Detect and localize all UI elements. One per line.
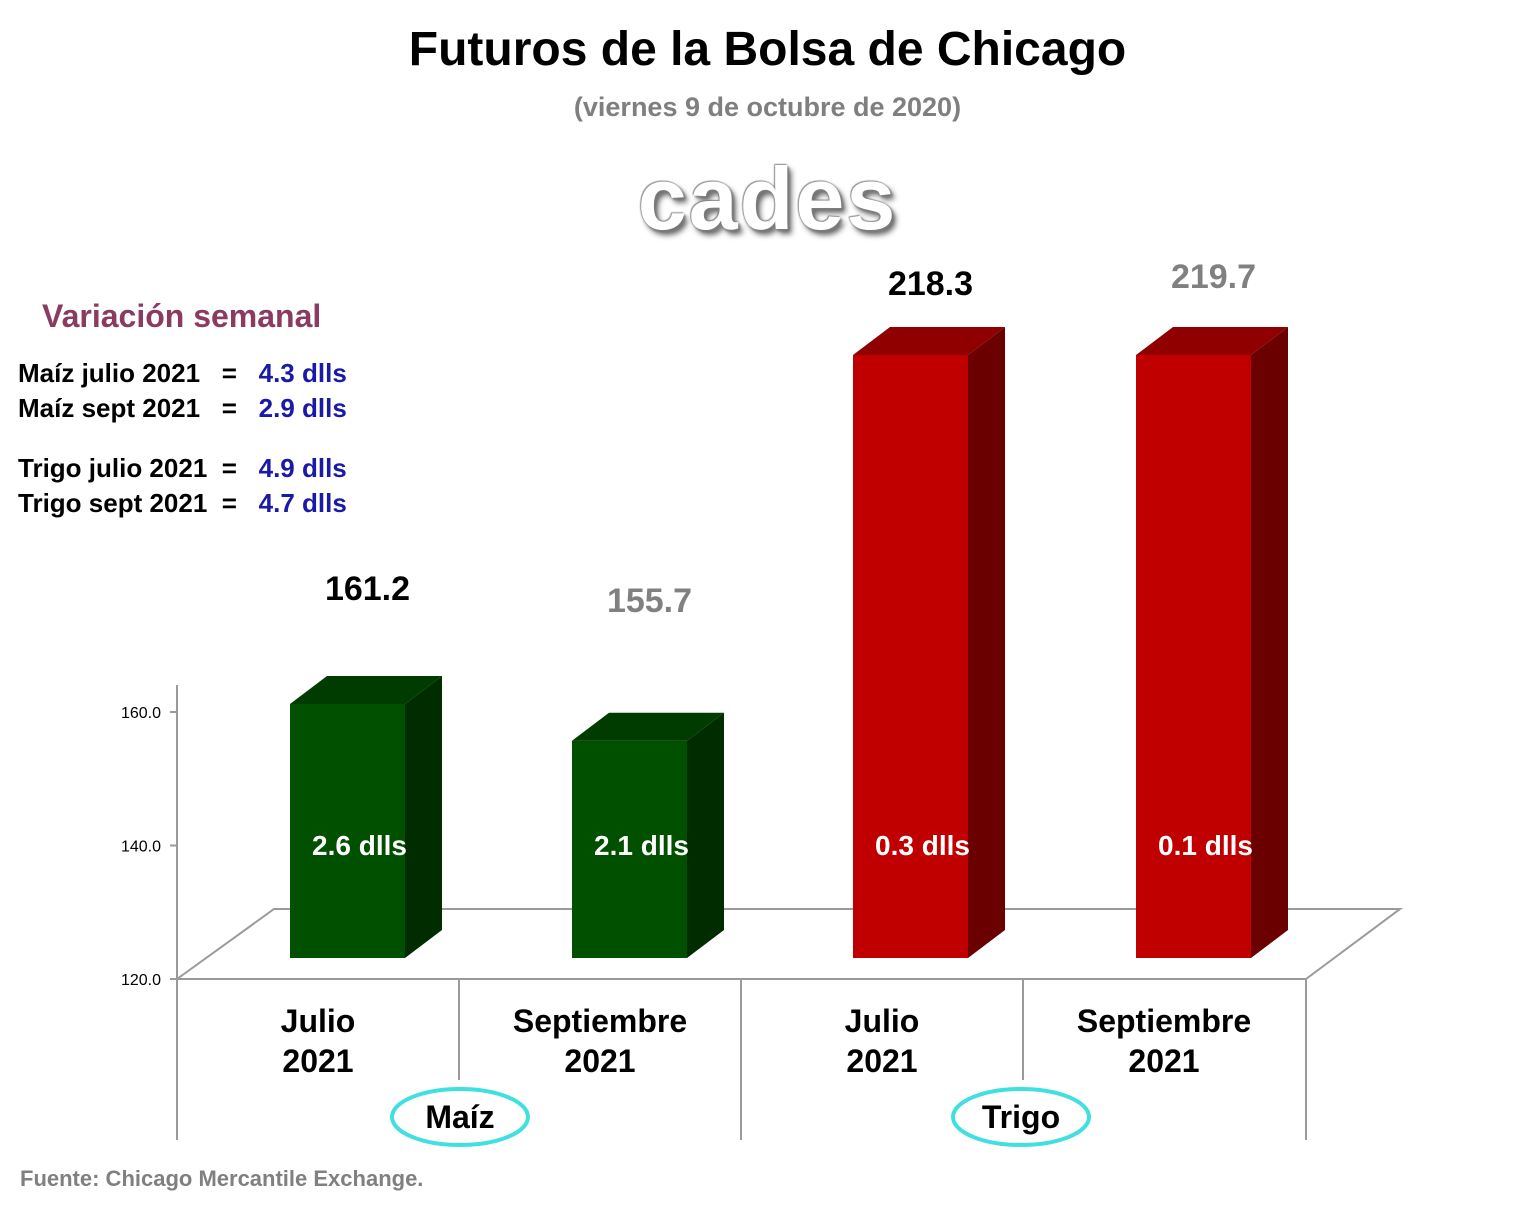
category-label: Julio 2021 bbox=[281, 1003, 356, 1079]
equals-sign: = bbox=[207, 358, 252, 388]
variation-row-maiz-julio: Maíz julio 2021 = 4.3 dlls bbox=[18, 358, 347, 389]
variation-row-maiz-sept: Maíz sept 2021 = 2.9 dlls bbox=[18, 393, 347, 424]
bar-front bbox=[853, 355, 968, 958]
group-highlight-ellipse bbox=[951, 1087, 1091, 1147]
variation-row-trigo-sept: Trigo sept 2021 = 4.7 dlls bbox=[18, 488, 347, 519]
source-note: Fuente: Chicago Mercantile Exchange. bbox=[20, 1166, 424, 1191]
variation-label: Trigo julio 2021 bbox=[18, 453, 208, 483]
bar-top bbox=[290, 675, 442, 704]
equals-sign: = bbox=[214, 488, 252, 518]
bar-value-label: 155.7 bbox=[607, 582, 692, 620]
weekly-variation-title: Variación semanal bbox=[42, 298, 322, 334]
bar-value-label: 218.3 bbox=[888, 265, 973, 303]
bar-side bbox=[1251, 327, 1288, 958]
variation-value: 2.9 dlls bbox=[258, 393, 347, 423]
bar-value-label: 219.7 bbox=[1171, 258, 1256, 296]
bar-top bbox=[572, 712, 724, 741]
variation-value: 4.9 dlls bbox=[258, 453, 347, 483]
bar-front bbox=[1136, 355, 1251, 958]
bar-front bbox=[572, 740, 687, 958]
bar-side bbox=[968, 327, 1005, 958]
y-tick-label: 140.0 bbox=[121, 839, 161, 856]
bar-top bbox=[1136, 327, 1288, 355]
variation-row-trigo-julio: Trigo julio 2021 = 4.9 dlls bbox=[18, 453, 347, 484]
bar-change-label: 2.6 dlls bbox=[312, 830, 407, 861]
equals-sign: = bbox=[207, 393, 252, 423]
variation-label: Maíz sept 2021 bbox=[18, 393, 201, 423]
y-tick-label: 160.0 bbox=[121, 705, 161, 722]
chart-subtitle: (viernes 9 de octubre de 2020) bbox=[573, 92, 962, 122]
variation-label: Maíz julio 2021 bbox=[18, 358, 201, 388]
chart-title: Futuros de la Bolsa de Chicago bbox=[408, 23, 1127, 76]
bar-side bbox=[405, 675, 442, 958]
bar-change-label: 2.1 dlls bbox=[594, 830, 689, 861]
chart-floor-back bbox=[176, 908, 1404, 980]
variation-label: Trigo sept 2021 bbox=[18, 488, 208, 518]
group-label: Maíz bbox=[425, 1099, 494, 1135]
group-highlight-ellipse bbox=[390, 1087, 530, 1147]
category-label: Julio 2021 bbox=[845, 1003, 920, 1079]
category-label: Septiembre 2021 bbox=[513, 1003, 687, 1079]
bar-front bbox=[290, 703, 405, 958]
bar-change-label: 0.1 dlls bbox=[1158, 830, 1253, 861]
bar-side bbox=[687, 712, 724, 958]
variation-value: 4.7 dlls bbox=[258, 488, 347, 518]
y-tick-label: 120.0 bbox=[121, 972, 161, 989]
cades-logo: cades bbox=[637, 149, 898, 248]
bar-value-label: 161.2 bbox=[325, 570, 410, 608]
bar-top bbox=[853, 327, 1005, 355]
equals-sign: = bbox=[214, 453, 252, 483]
bar-change-label: 0.3 dlls bbox=[875, 830, 970, 861]
category-label: Septiembre 2021 bbox=[1077, 1003, 1251, 1079]
group-label: Trigo bbox=[982, 1099, 1060, 1135]
variation-value: 4.3 dlls bbox=[258, 358, 347, 388]
